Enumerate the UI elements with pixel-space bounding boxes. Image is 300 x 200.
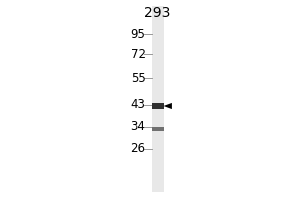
Text: 293: 293 <box>144 6 171 20</box>
Text: 34: 34 <box>130 120 146 134</box>
Polygon shape <box>164 103 172 109</box>
Text: 72: 72 <box>130 47 146 60</box>
Text: 55: 55 <box>131 72 146 84</box>
Text: 43: 43 <box>130 98 146 112</box>
Text: 95: 95 <box>130 27 146 40</box>
Text: 26: 26 <box>130 142 146 156</box>
Bar <box>152 6 164 192</box>
Bar <box>152 127 164 131</box>
Bar <box>152 103 164 109</box>
